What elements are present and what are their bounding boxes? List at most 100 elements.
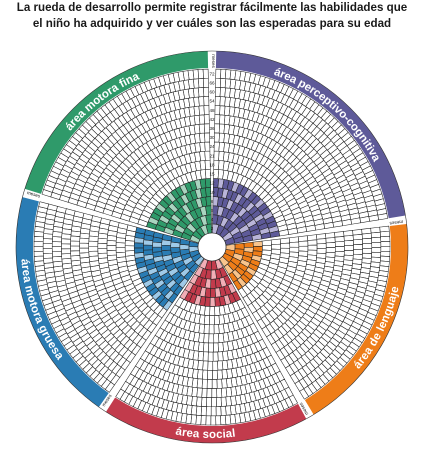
wheel-cell[interactable] — [70, 250, 81, 257]
wheel-cell[interactable] — [134, 252, 145, 259]
wheel-cell[interactable] — [79, 242, 90, 249]
wheel-cell[interactable] — [203, 96, 210, 106]
wheel-cell[interactable] — [202, 68, 209, 79]
wheel-cell[interactable] — [203, 77, 209, 88]
wheel-cell[interactable] — [307, 244, 318, 251]
wheel-cell[interactable] — [214, 96, 221, 106]
wheel-cell[interactable] — [213, 324, 220, 335]
wheel-cell[interactable] — [215, 397, 222, 407]
wheel-cell[interactable] — [213, 315, 221, 326]
wheel-cell[interactable] — [198, 96, 205, 107]
wheel-cell[interactable] — [209, 315, 215, 326]
wheel-cell[interactable] — [325, 247, 336, 253]
wheel-cell[interactable] — [206, 397, 212, 408]
wheel-cell[interactable] — [42, 243, 53, 249]
wheel-cell[interactable] — [200, 415, 207, 426]
wheel-cell[interactable] — [198, 105, 205, 116]
wheel-cell[interactable] — [212, 369, 218, 380]
wheel-cell[interactable] — [143, 244, 153, 251]
wheel-cell[interactable] — [297, 235, 309, 242]
wheel-cell[interactable] — [353, 249, 363, 255]
wheel-cell[interactable] — [33, 246, 44, 252]
wheel-cell[interactable] — [307, 239, 318, 246]
wheel-cell[interactable] — [344, 245, 354, 251]
wheel-cell[interactable] — [289, 241, 300, 248]
wheel-cell[interactable] — [115, 247, 126, 253]
wheel-cell[interactable] — [52, 236, 62, 243]
wheel-cell[interactable] — [208, 324, 215, 335]
wheel-cell[interactable] — [221, 378, 228, 389]
wheel-cell[interactable] — [197, 68, 204, 79]
wheel-cell[interactable] — [211, 388, 218, 398]
wheel-cell[interactable] — [106, 249, 117, 256]
wheel-cell[interactable] — [197, 78, 205, 89]
wheel-cell[interactable] — [362, 243, 373, 249]
wheel-cell[interactable] — [371, 242, 382, 248]
wheel-cell[interactable] — [124, 250, 135, 257]
wheel-cell[interactable] — [215, 68, 222, 79]
wheel-cell[interactable] — [307, 234, 318, 241]
wheel-cell[interactable] — [70, 240, 80, 247]
wheel-cell[interactable] — [106, 245, 117, 251]
wheel-cell[interactable] — [51, 246, 62, 253]
wheel-cell[interactable] — [198, 114, 205, 125]
wheel-cell[interactable] — [379, 230, 390, 238]
wheel-cell[interactable] — [170, 236, 182, 244]
wheel-cell[interactable] — [220, 415, 227, 426]
wheel-cell[interactable] — [261, 239, 272, 246]
wheel-cell[interactable] — [207, 369, 213, 380]
wheel-cell[interactable] — [203, 86, 209, 97]
wheel-cell[interactable] — [209, 287, 216, 298]
wheel-cell[interactable] — [199, 132, 206, 143]
wheel-cell[interactable] — [334, 241, 345, 247]
wheel-cell[interactable] — [200, 406, 207, 417]
wheel-cell[interactable] — [371, 251, 382, 258]
wheel-cell[interactable] — [33, 241, 44, 247]
wheel-cell[interactable] — [161, 244, 172, 251]
wheel-cell[interactable] — [343, 235, 354, 242]
wheel-cell[interactable] — [115, 251, 126, 259]
wheel-cell[interactable] — [316, 248, 327, 254]
wheel-cell[interactable] — [61, 243, 71, 250]
wheel-cell[interactable] — [316, 243, 327, 249]
wheel-cell[interactable] — [207, 351, 214, 362]
wheel-cell[interactable] — [271, 243, 281, 250]
wheel-cell[interactable] — [61, 238, 71, 245]
wheel-cell[interactable] — [371, 247, 382, 253]
wheel-cell[interactable] — [97, 242, 108, 249]
wheel-cell[interactable] — [205, 415, 212, 426]
wheel-cell[interactable] — [344, 240, 354, 246]
wheel-cell[interactable] — [298, 245, 309, 252]
wheel-cell[interactable] — [199, 141, 206, 152]
wheel-cell[interactable] — [161, 233, 173, 242]
wheel-cell[interactable] — [353, 239, 363, 245]
wheel-cell[interactable] — [210, 269, 217, 280]
wheel-cell[interactable] — [362, 248, 373, 254]
wheel-cell[interactable] — [88, 245, 99, 252]
wheel-cell[interactable] — [209, 297, 216, 307]
wheel-cell[interactable] — [210, 406, 217, 417]
wheel-cell[interactable] — [211, 397, 217, 408]
wheel-cell[interactable] — [43, 257, 54, 264]
wheel-cell[interactable] — [252, 240, 263, 247]
wheel-cell[interactable] — [288, 236, 300, 243]
wheel-cell[interactable] — [217, 332, 225, 344]
wheel-cell[interactable] — [97, 252, 108, 259]
wheel-cell[interactable] — [217, 360, 224, 371]
wheel-cell[interactable] — [203, 105, 210, 116]
wheel-cell[interactable] — [124, 245, 135, 252]
wheel-cell[interactable] — [70, 245, 80, 252]
wheel-cell[interactable] — [334, 236, 345, 243]
wheel-cell[interactable] — [33, 250, 44, 257]
wheel-cell[interactable] — [211, 379, 218, 389]
wheel-cell[interactable] — [42, 248, 53, 254]
wheel-cell[interactable] — [221, 387, 228, 398]
wheel-cell[interactable] — [216, 369, 223, 380]
wheel-cell[interactable] — [299, 388, 310, 400]
wheel-cell[interactable] — [370, 231, 381, 239]
wheel-cell[interactable] — [215, 406, 222, 417]
wheel-cell[interactable] — [216, 387, 223, 398]
wheel-cell[interactable] — [115, 242, 126, 248]
wheel-cell[interactable] — [143, 249, 154, 256]
wheel-cell[interactable] — [220, 396, 227, 407]
